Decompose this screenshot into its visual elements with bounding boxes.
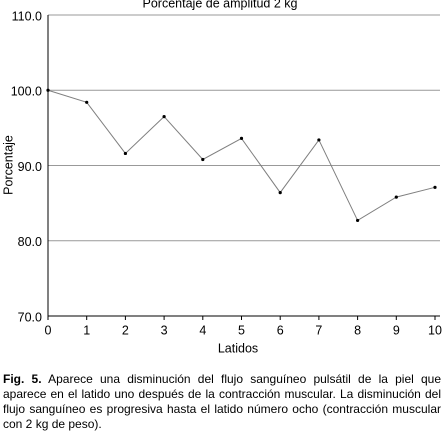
x-tick-label: 5: [238, 323, 245, 337]
y-tick-label: 80.0: [18, 235, 42, 249]
data-point: [317, 138, 321, 142]
series-line: [47, 89, 436, 222]
data-point: [162, 114, 166, 119]
chart: Porcentaje de amplitud 2 kg Latidos Porc…: [1, 0, 442, 355]
y-tick-label: 100.0: [11, 85, 42, 99]
y-axis-label: Porcentaje: [1, 135, 15, 195]
x-tick-label: 1: [83, 323, 90, 337]
x-tick-label: 4: [199, 323, 206, 337]
x-tick-label: 9: [393, 323, 400, 337]
data-point: [201, 157, 205, 162]
x-tick-label: 7: [315, 323, 322, 337]
y-tick-label: 90.0: [18, 160, 42, 174]
data-point: [433, 185, 437, 189]
x-tick-label: 10: [428, 323, 442, 337]
caption-text: Aparece una disminución del flujo sanguí…: [3, 372, 442, 431]
caption-label: Fig. 5.: [3, 372, 42, 386]
y-tick-label: 110.0: [12, 9, 42, 23]
data-point: [46, 88, 50, 92]
data-point: [278, 190, 282, 195]
y-tick-label: 70.0: [18, 310, 42, 324]
x-tick-label: 2: [122, 323, 129, 337]
data-point: [394, 195, 398, 199]
x-tick-label: 6: [277, 323, 284, 337]
data-point: [239, 136, 244, 141]
data-point: [85, 100, 89, 104]
caption: Fig. 5. Aparece una disminución del fluj…: [3, 372, 441, 432]
x-tick-label: 0: [45, 323, 52, 337]
data-point: [123, 151, 127, 156]
chart-title: Porcentaje de amplitud 2 kg: [143, 0, 298, 10]
x-tick-label: 8: [354, 323, 361, 337]
data-point: [356, 218, 360, 223]
x-axis-label: Latidos: [218, 341, 258, 355]
x-tick-label: 3: [161, 323, 168, 337]
